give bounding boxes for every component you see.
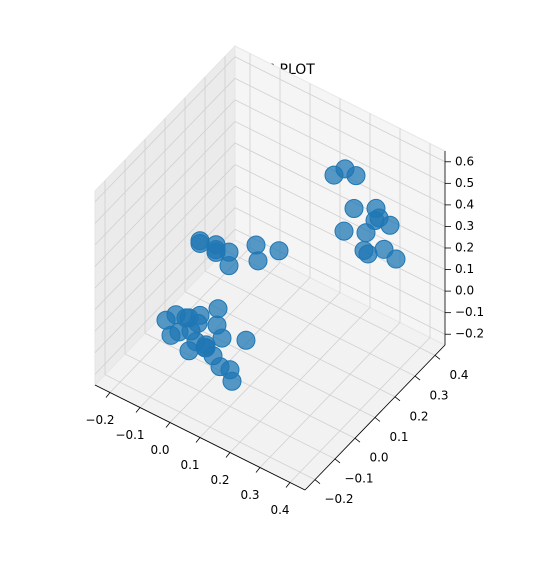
grid-line — [94, 207, 236, 353]
point — [354, 240, 374, 260]
tick-label: 0.3 — [455, 219, 474, 233]
tick-mark — [135, 407, 141, 413]
tick-mark — [165, 422, 171, 428]
point — [334, 221, 354, 241]
tick-mark — [334, 458, 341, 464]
tick-label: 0.6 — [455, 154, 474, 168]
point — [222, 371, 242, 391]
tick-label: −0.1 — [115, 428, 144, 442]
tick-mark — [434, 355, 441, 360]
grid-line — [104, 374, 316, 481]
grid-line — [234, 207, 446, 314]
tick-label: −0.2 — [85, 413, 114, 427]
y-axis — [304, 344, 446, 491]
grid-line — [94, 164, 236, 310]
point — [179, 341, 199, 361]
tick-label: −0.1 — [344, 471, 373, 485]
grid-line — [234, 228, 446, 335]
point — [156, 310, 176, 330]
point — [196, 338, 216, 358]
x-axis — [94, 384, 306, 491]
tick-label: −0.1 — [455, 305, 484, 319]
tick-mark — [374, 417, 381, 422]
tick-mark — [354, 437, 361, 443]
grid-line — [234, 99, 446, 206]
point — [386, 249, 406, 269]
tick-label: 0.5 — [455, 176, 474, 190]
tick-label: 0.4 — [449, 368, 468, 382]
tick-mark — [314, 479, 321, 484]
tick-label: 0.4 — [270, 503, 289, 517]
tick-label: −0.2 — [455, 327, 484, 341]
tick-mark — [285, 482, 291, 488]
grid-line — [94, 142, 236, 289]
point — [190, 231, 210, 251]
tick-mark — [225, 452, 231, 458]
tick-label: 0.4 — [455, 197, 474, 211]
tick-label: 0.1 — [389, 430, 408, 444]
tick-mark — [414, 375, 421, 381]
point — [179, 308, 199, 328]
grid-line — [94, 56, 236, 203]
point — [356, 223, 376, 243]
grid-line — [94, 99, 236, 246]
tick-mark — [195, 437, 201, 443]
point — [236, 330, 256, 350]
tick-mark — [394, 396, 401, 402]
tick-label: 0.2 — [210, 473, 229, 487]
grid-line — [234, 56, 446, 163]
grid-line — [124, 353, 336, 460]
point — [344, 198, 364, 218]
point — [324, 165, 344, 185]
point — [269, 241, 289, 261]
grid-line — [94, 185, 236, 332]
tick-label: 0.0 — [455, 284, 474, 298]
tick-label: 0.1 — [455, 262, 474, 276]
grid-line — [204, 270, 416, 377]
tick-label: −0.2 — [324, 492, 353, 506]
grid-line — [94, 121, 236, 267]
tick-label: 0.0 — [369, 451, 388, 465]
tick-label: 0.0 — [150, 443, 169, 457]
grid-line — [234, 164, 446, 270]
grid-line — [234, 77, 446, 184]
point — [346, 166, 366, 186]
tick-label: 0.3 — [240, 488, 259, 502]
grid-line — [234, 142, 446, 249]
point — [248, 251, 268, 271]
point — [366, 198, 386, 218]
point — [212, 328, 232, 348]
point — [206, 242, 226, 262]
point — [208, 299, 228, 319]
tick-mark — [105, 392, 111, 398]
tick-label: 0.3 — [429, 389, 448, 403]
point — [219, 256, 239, 276]
grid-line — [94, 78, 236, 224]
tick-mark — [255, 467, 261, 473]
tick-label: 0.2 — [409, 409, 428, 423]
tick-label: 0.2 — [455, 241, 474, 255]
tick-label: 0.1 — [180, 458, 199, 472]
point — [246, 235, 266, 255]
